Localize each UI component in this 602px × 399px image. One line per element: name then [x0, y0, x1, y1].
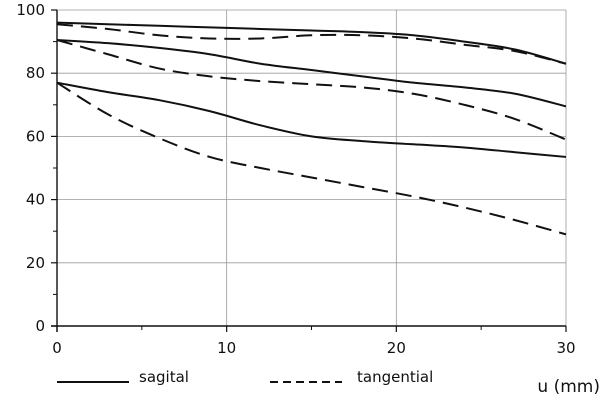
axes [51, 9, 567, 332]
y-tick-label: 20 [26, 254, 45, 272]
y-tick-label: 100 [16, 1, 45, 19]
y-tick-label: 80 [26, 64, 45, 82]
series-dashed-2 [56, 23, 567, 65]
y-tick-label: 40 [26, 191, 45, 209]
x-axis-label: u (mm) [537, 377, 600, 397]
y-tick-label: 60 [26, 127, 45, 145]
series-dashed-6 [56, 81, 567, 236]
legend-label-dashed: tangential [357, 368, 433, 386]
x-tick-label: 30 [556, 339, 575, 357]
legend-label-solid: sagital [139, 368, 189, 386]
series-solid-3 [56, 39, 567, 108]
series-solid-1 [56, 21, 567, 65]
series-solid-5 [56, 81, 567, 158]
tick-labels: 0 20 40 60 80 100 0 10 20 30 [16, 1, 575, 357]
x-tick-label: 20 [387, 339, 406, 357]
legend: sagital tangential [57, 368, 433, 386]
series-lines [56, 21, 567, 236]
x-tick-label: 0 [52, 339, 62, 357]
x-tick-label: 10 [217, 339, 236, 357]
y-tick-label: 0 [35, 317, 45, 335]
grid [57, 9, 567, 326]
